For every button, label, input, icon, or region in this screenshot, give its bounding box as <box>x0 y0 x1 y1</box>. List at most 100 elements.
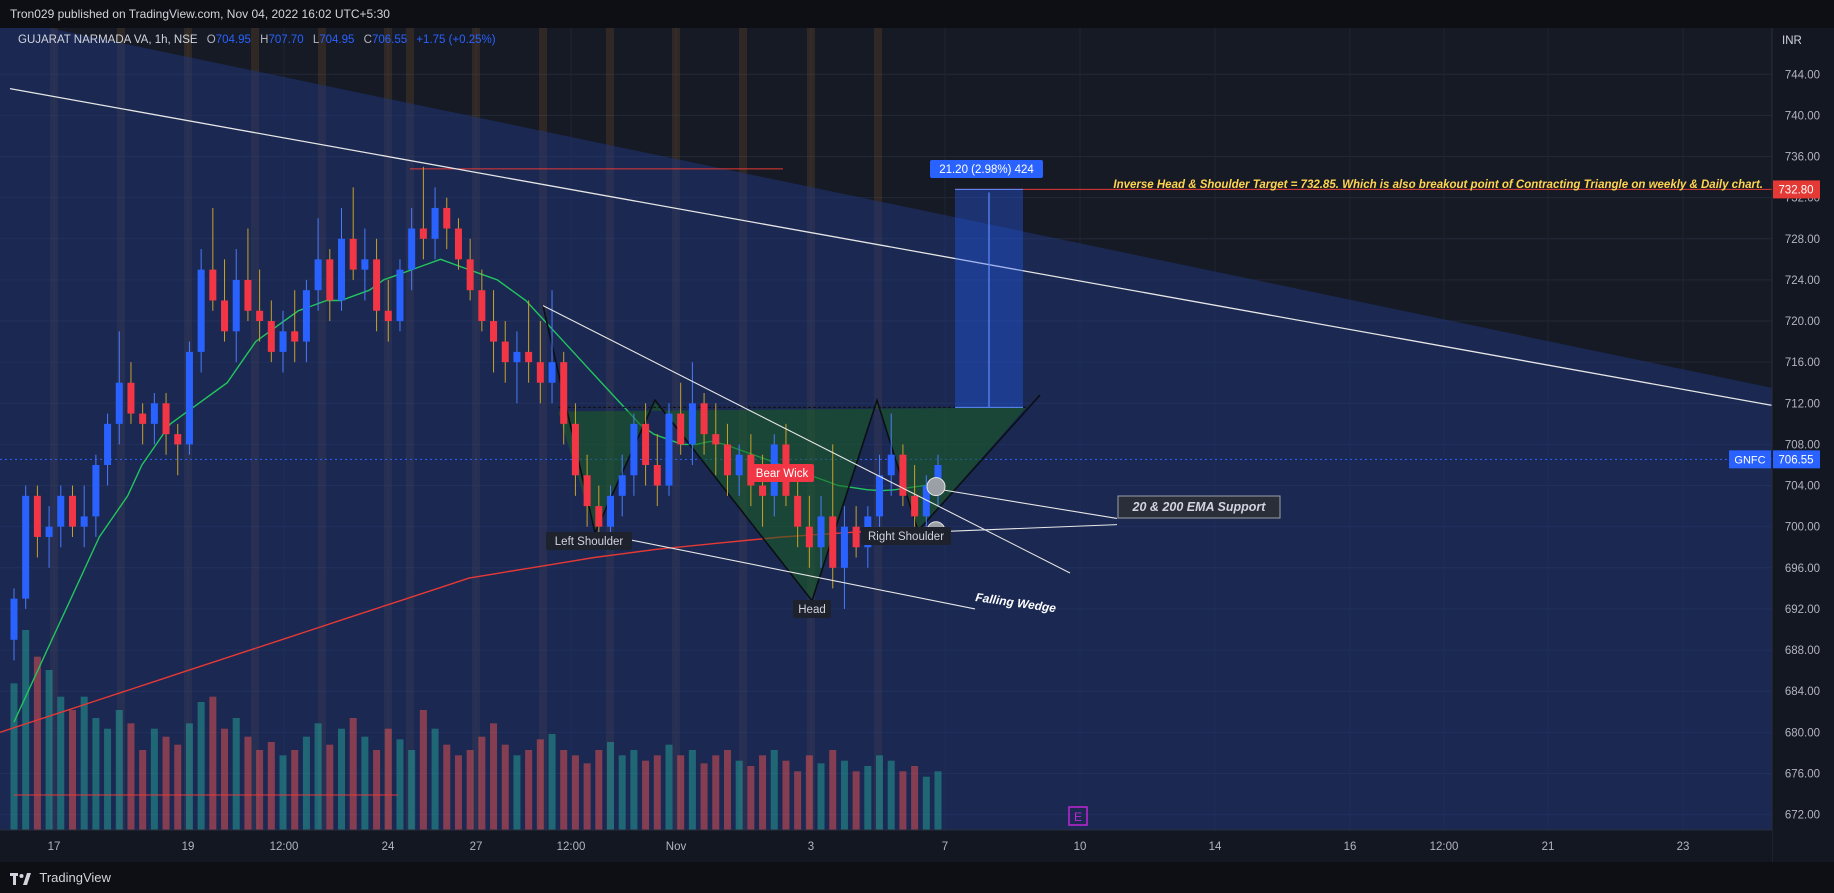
price-chart[interactable]: 21.20 (2.98%) 424 Left Shoulder Head Right … <box>0 28 1834 862</box>
price-tick-label: 688.00 <box>1785 645 1820 657</box>
candle-body <box>337 238 346 301</box>
target-price-text: 732.80 <box>1778 184 1813 196</box>
candle-body <box>490 321 498 342</box>
volume-bar <box>876 755 884 830</box>
volume-bar <box>104 728 112 830</box>
volume-bar <box>630 750 638 830</box>
candle-body <box>150 403 158 424</box>
candle-body <box>548 362 556 383</box>
ema-touch-marker <box>926 477 946 497</box>
ema-support-label: 20 & 200 EMA Support <box>1117 495 1281 519</box>
price-tick-label: 672.00 <box>1785 810 1820 822</box>
price-axis[interactable] <box>1772 28 1834 862</box>
candle-body <box>922 485 930 517</box>
session-stripe <box>318 28 326 830</box>
triangle-upper-line <box>9 88 1773 406</box>
price-tick-label: 744.00 <box>1785 69 1820 81</box>
session-stripe <box>406 28 414 830</box>
candle-body <box>536 362 544 383</box>
candle-body <box>291 331 299 342</box>
price-tick-label: 704.00 <box>1785 481 1820 493</box>
candle-body <box>794 495 802 527</box>
volume-bar <box>665 744 673 830</box>
volume-bar <box>735 760 743 830</box>
candle-body <box>127 382 135 414</box>
volume-bars <box>10 630 942 830</box>
volume-bar <box>723 750 731 830</box>
candle-body <box>759 485 767 496</box>
volume-bar <box>525 750 533 830</box>
right-shoulder-label-bg <box>861 527 951 545</box>
volume-bar <box>642 760 650 830</box>
volume-bar <box>560 750 568 830</box>
volume-bar <box>536 739 544 830</box>
candle-body <box>326 259 334 301</box>
target-note: Inverse Head & Shoulder Target = 732.85.… <box>1113 179 1763 191</box>
volume-bar <box>478 736 486 830</box>
candle-body <box>478 290 486 322</box>
currency-label: INR <box>1782 35 1802 47</box>
symbol-name: GUJARAT NARMADA VA, 1h, NSE <box>18 34 198 46</box>
last-price-bg <box>1773 450 1820 469</box>
close-value: 706.55 <box>371 34 408 46</box>
tradingview-logo-icon <box>10 872 31 885</box>
time-tick-label: 3 <box>808 841 814 853</box>
volume-bar <box>770 750 778 830</box>
candle-body <box>279 331 287 352</box>
time-tick-label: 12:00 <box>270 841 299 853</box>
candle-body <box>232 279 240 332</box>
time-axis[interactable] <box>0 830 1772 862</box>
volume-bar <box>33 656 41 830</box>
candle-body <box>431 207 439 239</box>
session-stripe <box>472 28 480 830</box>
candle-body <box>68 495 76 527</box>
candle-body <box>852 526 860 548</box>
candle-body <box>57 495 65 527</box>
candle-body <box>162 403 170 435</box>
volume-bar <box>408 750 416 830</box>
annotation-labels: 21.20 (2.98%) 424 Left Shoulder Head Right … <box>546 160 1763 826</box>
time-tick-label: 14 <box>1209 841 1222 853</box>
candle-body <box>244 279 252 311</box>
volume-bar <box>922 776 930 830</box>
price-tick-label: 724.00 <box>1785 275 1820 287</box>
candle-body <box>33 495 41 537</box>
volume-bar <box>221 728 229 830</box>
volume-bar <box>373 750 381 830</box>
session-stripe <box>539 28 547 830</box>
candle-body <box>560 362 568 424</box>
candle-body <box>408 228 416 270</box>
bear-wick-label-bg <box>750 464 814 482</box>
earnings-marker: E <box>1068 806 1088 826</box>
candle-body <box>22 495 30 599</box>
volume-bar <box>595 750 603 830</box>
symbol-legend: GUJARAT NARMADA VA, 1h, NSE O704.95 H707… <box>18 34 496 46</box>
price-tick-label: 684.00 <box>1785 686 1820 698</box>
volume-bar <box>817 763 825 830</box>
candle-body <box>174 434 182 445</box>
price-tick-label: 740.00 <box>1785 110 1820 122</box>
volume-bar <box>314 723 322 830</box>
candle-body <box>314 259 322 291</box>
volume-bar <box>337 728 346 830</box>
candle-body <box>934 464 942 486</box>
price-tick-label: 720.00 <box>1785 316 1820 328</box>
candle-body <box>525 351 533 363</box>
pattern-fill <box>558 400 1026 601</box>
volume-bar <box>361 736 369 830</box>
volume-bar <box>501 744 509 830</box>
volume-bar <box>80 696 88 830</box>
candle-body <box>396 269 404 322</box>
time-tick-label: 7 <box>942 841 948 853</box>
change-value: +1.75 (+0.25%) <box>416 34 496 46</box>
volume-bar <box>454 755 462 830</box>
candle-body <box>606 495 615 527</box>
volume-bar <box>677 755 685 830</box>
candle-body <box>630 423 638 476</box>
candle-body <box>139 413 147 424</box>
volume-bar <box>852 771 860 830</box>
candles <box>10 166 942 661</box>
candle-body <box>688 403 696 445</box>
price-tick-label: 700.00 <box>1785 522 1820 534</box>
symbol-tag-text: GNFC <box>1734 454 1765 466</box>
